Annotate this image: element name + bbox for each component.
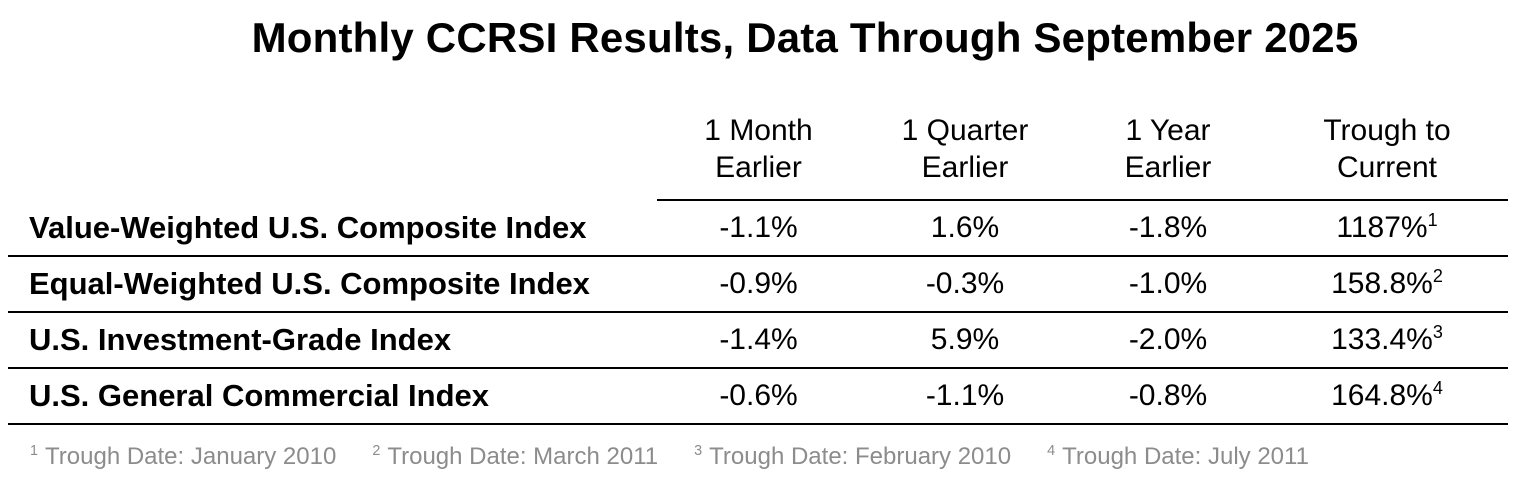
- footnote-text: Trough Date: February 2010: [709, 443, 1012, 470]
- column-header-1-month-earlier: 1 Month Earlier: [657, 112, 860, 201]
- cell-1-quarter-earlier: -1.1%: [925, 379, 1005, 412]
- column-header-line: Current: [1336, 151, 1438, 184]
- column-header-1-year-earlier: 1 Year Earlier: [1070, 112, 1266, 201]
- cell-trough-to-current: 133.4%3: [1266, 323, 1508, 357]
- cell-1-quarter-earlier: -0.3%: [925, 267, 1005, 300]
- cell-1-quarter-earlier: 5.9%: [930, 323, 1000, 356]
- trough-value: 1187%: [1336, 211, 1428, 244]
- page-title: Monthly CCRSI Results, Data Through Sept…: [251, 14, 1359, 61]
- trough-value: 164.8%: [1331, 379, 1433, 412]
- trough-value: 133.4%: [1331, 323, 1433, 356]
- column-header-line: Earlier: [1124, 151, 1212, 184]
- column-header-line: 1 Month: [704, 114, 813, 147]
- footnote-ref: 1: [30, 443, 39, 459]
- footnote-1: 1 Trough Date: January 2010: [30, 443, 336, 471]
- trough-value: 158.8%: [1331, 267, 1433, 300]
- column-header-line: Earlier: [715, 151, 802, 184]
- footnote-4: 4 Trough Date: July 2011: [1047, 443, 1309, 471]
- ccrsi-results-table: 1 Month Earlier 1 Quarter Earlier 1 Year…: [8, 112, 1508, 425]
- table-row-investment-grade: U.S. Investment-Grade Index -1.4% 5.9% -…: [8, 313, 1508, 369]
- footnote-marker: 1: [1427, 210, 1438, 230]
- table-row-general-commercial: U.S. General Commercial Index -0.6% -1.1…: [8, 369, 1508, 425]
- column-header-line: 1 Quarter: [901, 114, 1029, 147]
- row-label: U.S. General Commercial Index: [29, 378, 490, 413]
- footnote-ref: 2: [372, 443, 381, 459]
- column-header-1-quarter-earlier: 1 Quarter Earlier: [860, 112, 1070, 201]
- ccrsi-report-page: Monthly CCRSI Results, Data Through Sept…: [0, 14, 1520, 504]
- footnote-marker: 3: [1432, 322, 1443, 342]
- cell-trough-to-current: 1187%1: [1266, 211, 1508, 245]
- footnote-marker: 2: [1432, 266, 1443, 286]
- table-row-equal-weighted-composite: Equal-Weighted U.S. Composite Index -0.9…: [8, 257, 1508, 313]
- cell-1-month-earlier: -1.4%: [719, 323, 798, 356]
- footnote-text: Trough Date: January 2010: [45, 443, 337, 470]
- cell-1-year-earlier: -1.0%: [1128, 267, 1208, 300]
- cell-1-year-earlier: -1.8%: [1128, 211, 1208, 244]
- cell-1-month-earlier: -0.6%: [719, 379, 798, 412]
- row-label: Value-Weighted U.S. Composite Index: [29, 210, 587, 245]
- cell-1-year-earlier: -2.0%: [1128, 323, 1208, 356]
- cell-1-year-earlier: -0.8%: [1128, 379, 1208, 412]
- table-row-value-weighted-composite: Value-Weighted U.S. Composite Index -1.1…: [8, 201, 1508, 257]
- cell-1-month-earlier: -1.1%: [719, 211, 798, 244]
- column-header-trough-to-current: Trough to Current: [1266, 112, 1508, 201]
- footnote-text: Trough Date: March 2011: [387, 443, 659, 470]
- footnotes-row: 1 Trough Date: January 2010 2 Trough Date:…: [30, 443, 1520, 471]
- row-label: U.S. Investment-Grade Index: [29, 322, 452, 357]
- footnote-2: 2 Trough Date: March 2011: [372, 443, 658, 471]
- header-spacer-cell: [8, 188, 657, 201]
- column-header-line: 1 Year: [1125, 114, 1211, 147]
- column-header-line: Earlier: [921, 151, 1009, 184]
- footnote-ref: 4: [1047, 443, 1056, 459]
- row-label: Equal-Weighted U.S. Composite Index: [29, 266, 590, 301]
- cell-1-quarter-earlier: 1.6%: [930, 211, 1000, 244]
- column-header-line: Trough to: [1323, 114, 1451, 147]
- footnote-marker: 4: [1432, 378, 1443, 398]
- cell-trough-to-current: 164.8%4: [1266, 379, 1508, 413]
- footnote-3: 3 Trough Date: February 2010: [694, 443, 1011, 471]
- table-header-row: 1 Month Earlier 1 Quarter Earlier 1 Year…: [8, 112, 1508, 201]
- footnote-ref: 3: [694, 443, 703, 459]
- cell-1-month-earlier: -0.9%: [719, 267, 798, 300]
- footnote-text: Trough Date: July 2011: [1062, 443, 1309, 470]
- cell-trough-to-current: 158.8%2: [1266, 267, 1508, 301]
